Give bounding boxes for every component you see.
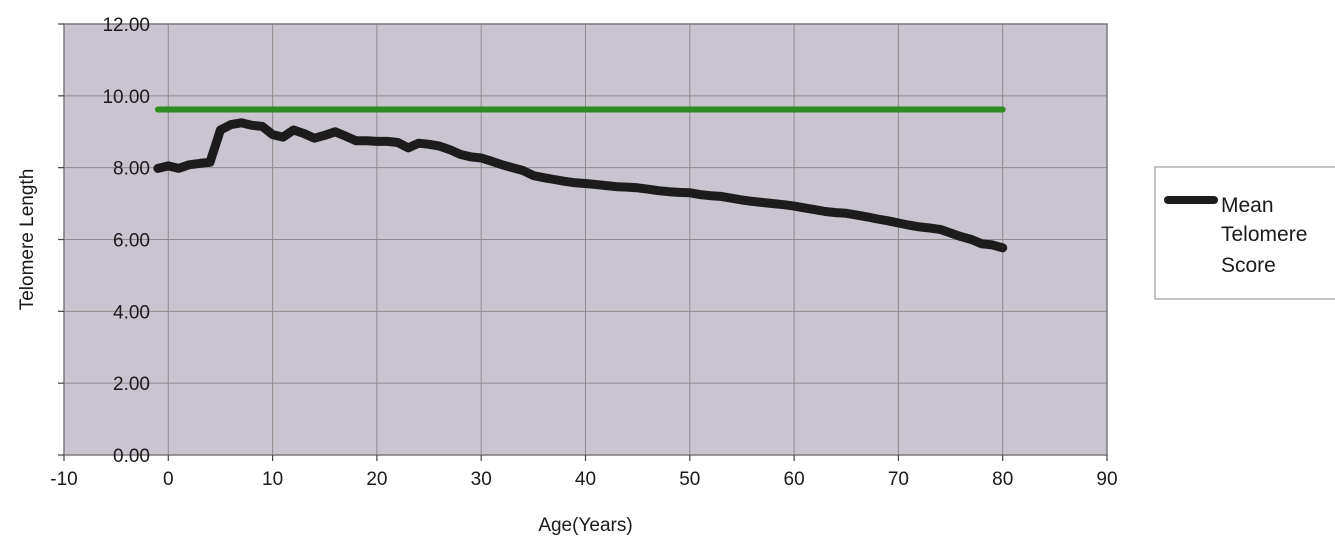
legend-label-line: Mean [1221, 194, 1274, 217]
x-axis-ticks: -10 0 10 20 30 40 50 60 70 80 90 [50, 455, 1118, 490]
y-tick-label: 4.00 [113, 302, 150, 323]
legend-box [1154, 166, 1335, 300]
x-tick-label: 60 [784, 469, 805, 490]
y-tick-label: 6.00 [113, 231, 150, 252]
legend-label-mean-telomere-score: Mean Telomere Score [1221, 194, 1313, 277]
x-tick-label: 30 [471, 469, 492, 490]
x-tick-label: 40 [575, 469, 596, 490]
y-tick-label: 0.00 [113, 446, 150, 467]
x-tick-label: 80 [992, 469, 1013, 490]
x-tick-label: 50 [679, 469, 700, 490]
x-tick-label: -10 [50, 469, 77, 490]
legend-label-line: Score [1221, 254, 1276, 277]
y-tick-label: 8.00 [113, 159, 150, 180]
x-tick-label: 90 [1096, 469, 1117, 490]
horizontal-gridlines [64, 95, 1107, 384]
x-tick-label: 70 [888, 469, 909, 490]
x-axis-title: Age(Years) [538, 515, 632, 536]
x-tick-label: 20 [366, 469, 387, 490]
legend-label-line: Telomere [1221, 223, 1307, 246]
series-layer [153, 106, 1008, 253]
series-line-mean-telomere-score [153, 118, 1008, 253]
y-tick-label: 10.00 [102, 87, 150, 108]
y-axis-ticks: 0.00 2.00 4.00 6.00 8.00 10.00 12.00 [58, 15, 150, 467]
y-tick-label: 2.00 [113, 374, 150, 395]
y-tick-label: 12.00 [102, 15, 150, 36]
x-tick-label: 10 [262, 469, 283, 490]
x-tick-label: 0 [163, 469, 174, 490]
y-axis-title: Telomere Length [17, 169, 38, 311]
legend: Mean Telomere Score [1154, 166, 1335, 300]
